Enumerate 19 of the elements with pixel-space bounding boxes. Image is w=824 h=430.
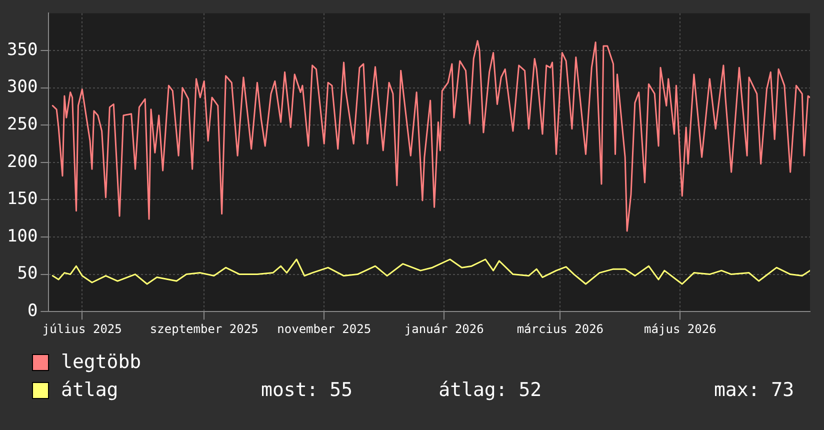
text: max: 73: [712, 379, 794, 401]
y-tick-label: 100: [6, 226, 38, 246]
legend-label: legtöbb: [61, 351, 142, 373]
y-tick-label: 300: [6, 77, 38, 98]
y-tick-label: 200: [6, 152, 38, 172]
legend-label: átlag: [61, 379, 120, 401]
text: átlag: 52: [438, 379, 543, 401]
y-tick-label: 150: [6, 189, 38, 210]
text: most: 55: [261, 379, 354, 401]
x-tick-label: november 2025: [277, 322, 372, 336]
y-tick-label: 350: [6, 40, 38, 60]
y-tick-label: 250: [6, 114, 38, 135]
x-tick-label: szeptember 2025: [150, 322, 258, 336]
x-tick-label: július 2025: [42, 322, 122, 336]
y-tick-label: 0: [27, 301, 38, 322]
y-tick-label: 50: [17, 264, 38, 284]
x-tick-label: március 2026: [516, 322, 604, 336]
x-tick-label: május 2026: [644, 322, 716, 336]
x-tick-label: január 2026: [404, 322, 484, 336]
